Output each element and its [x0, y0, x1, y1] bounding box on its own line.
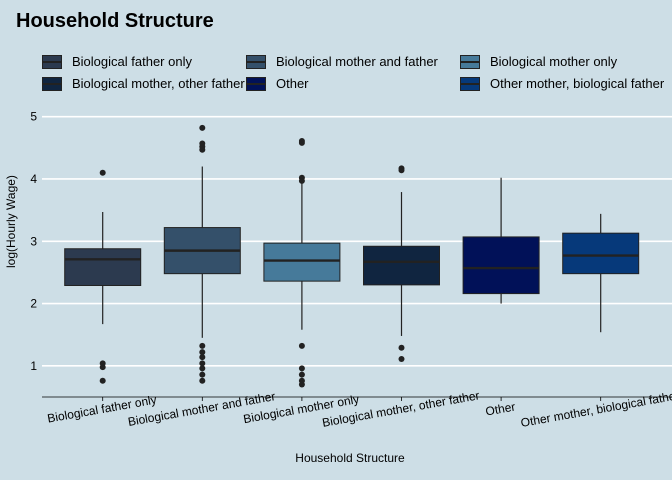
outlier-point [398, 167, 405, 174]
y-axis-label: log(Hourly Wage) [4, 175, 18, 268]
outlier-point [398, 356, 405, 363]
legend-label: Biological mother, other father [72, 76, 245, 91]
legend-label: Other mother, biological father [490, 76, 665, 91]
legend-item: Biological father only [42, 54, 192, 69]
box [363, 245, 440, 286]
chart-title: Household Structure [16, 10, 214, 32]
box [562, 232, 640, 275]
outlier-point [398, 344, 405, 351]
legend-label: Biological mother only [490, 54, 618, 69]
outlier-point [99, 364, 106, 371]
x-axis-label: Household Structure [295, 451, 405, 465]
y-tick-label: 2 [30, 297, 37, 311]
legend-item: Other [246, 76, 309, 91]
legend-swatch [460, 54, 480, 69]
outlier-point [298, 177, 305, 184]
outlier-point [199, 365, 206, 372]
legend-item: Biological mother, other father [42, 76, 245, 91]
y-tick-label: 4 [30, 172, 37, 186]
legend-swatch [460, 76, 480, 91]
outlier-point [99, 377, 106, 384]
outlier-point [99, 169, 106, 176]
outlier-point [298, 365, 305, 372]
legend-item: Biological mother and father [246, 54, 438, 69]
legend-label: Other [276, 76, 309, 91]
y-tick-label: 3 [30, 234, 37, 248]
outlier-point [199, 354, 206, 361]
legend-swatch [246, 54, 266, 69]
legend-swatch [42, 76, 62, 91]
outlier-point [298, 371, 305, 378]
box [64, 248, 142, 286]
outlier-point [298, 139, 305, 146]
outlier-point [298, 381, 305, 388]
outlier-point [199, 342, 206, 349]
box [462, 236, 540, 295]
box [263, 242, 341, 282]
x-tick-label: Other mother, biological father [520, 388, 672, 430]
outlier-point [298, 342, 305, 349]
y-tick-label: 5 [30, 110, 37, 124]
legend-swatch [42, 54, 62, 69]
legend-label: Biological father only [72, 54, 192, 69]
x-tick-label: Other [484, 400, 516, 419]
outlier-point [199, 146, 206, 153]
legend-item: Other mother, biological father [460, 76, 664, 91]
legend-label: Biological mother and father [276, 54, 438, 69]
legend-swatch [246, 76, 266, 91]
outlier-point [199, 371, 206, 378]
y-tick-label: 1 [30, 359, 37, 373]
outlier-point [199, 349, 206, 356]
outlier-point [199, 124, 206, 131]
outlier-point [199, 377, 206, 384]
legend-item: Biological mother only [460, 54, 617, 69]
outlier-point [199, 360, 206, 367]
